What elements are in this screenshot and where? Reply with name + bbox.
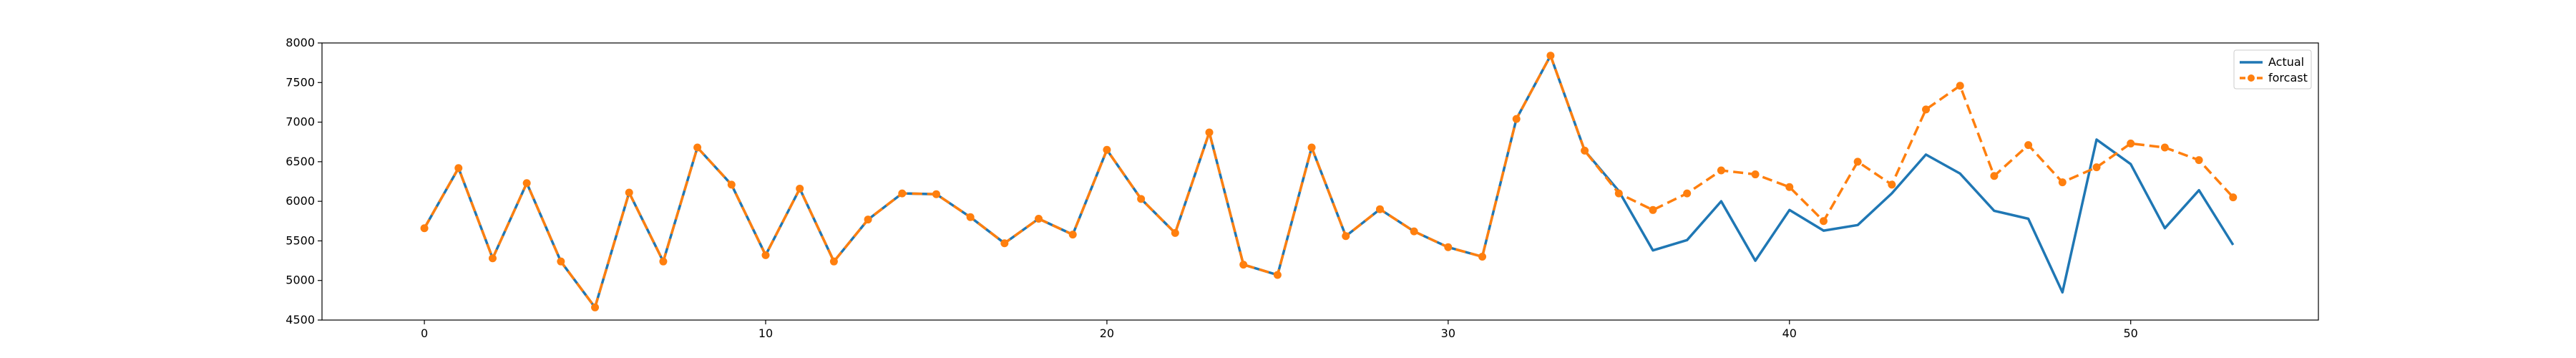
data-point	[1137, 195, 1146, 203]
data-point	[2058, 178, 2067, 187]
data-point	[1410, 227, 1418, 236]
y-tick-label: 7000	[286, 115, 315, 129]
data-point	[591, 303, 600, 311]
data-point	[1853, 158, 1862, 166]
y-tick-label: 4500	[286, 313, 315, 326]
data-point	[1683, 189, 1692, 198]
y-tick-label: 6500	[286, 155, 315, 168]
legend-label-actual: Actual	[2268, 55, 2304, 69]
x-axis: 0 10 20 30 40 50	[421, 320, 2138, 340]
x-tick-label: 50	[2124, 326, 2138, 340]
data-point	[727, 180, 736, 189]
data-point	[1922, 105, 1931, 114]
data-point	[1990, 172, 1999, 180]
data-point	[1888, 180, 1896, 189]
legend-marker-forcast	[2248, 74, 2255, 82]
data-point	[1000, 239, 1009, 248]
x-tick-label: 0	[421, 326, 428, 340]
series-forcast	[420, 52, 2238, 311]
data-point	[1171, 228, 1179, 237]
data-point	[454, 164, 463, 173]
data-point	[1785, 183, 1794, 191]
data-point	[1273, 271, 1282, 279]
data-point	[1375, 205, 1384, 213]
data-point	[2092, 163, 2101, 172]
data-point	[966, 213, 975, 221]
data-point	[2195, 156, 2203, 165]
data-point	[898, 189, 907, 198]
series-line-forcast	[423, 54, 2235, 309]
data-point	[420, 224, 429, 233]
data-point	[659, 257, 668, 266]
data-point	[625, 188, 633, 197]
data-point	[1819, 217, 1828, 226]
x-tick-label: 10	[758, 326, 773, 340]
data-point	[693, 143, 702, 152]
data-point	[1205, 128, 1214, 137]
data-point	[1614, 189, 1623, 198]
data-point	[1478, 253, 1487, 261]
y-tick-label: 7500	[286, 75, 315, 89]
x-tick-label: 40	[1782, 326, 1797, 340]
data-point	[1444, 243, 1453, 251]
y-tick-label: 6000	[286, 194, 315, 208]
data-point	[1307, 143, 1316, 152]
plot-frame	[321, 42, 2319, 321]
x-tick-label: 30	[1441, 326, 1455, 340]
y-tick-label: 8000	[286, 36, 315, 49]
data-point	[1649, 205, 1657, 214]
y-tick-label: 5500	[286, 233, 315, 247]
data-point	[2160, 143, 2169, 152]
data-point	[1751, 170, 1760, 179]
data-point	[1546, 52, 1555, 60]
data-point	[488, 254, 497, 263]
data-point	[522, 179, 531, 188]
data-point	[1068, 231, 1077, 239]
data-point	[2127, 139, 2135, 147]
data-point	[1239, 261, 1248, 269]
data-point	[932, 190, 940, 198]
x-tick-label: 20	[1100, 326, 1114, 340]
plot-area: 0 10 20 30 40 50 4500 5000 5500 6000 6500 7000 7500…	[286, 36, 2319, 340]
data-point	[2024, 141, 2033, 150]
data-point	[2229, 193, 2238, 202]
data-point	[829, 257, 838, 266]
y-tick-label: 5000	[286, 274, 315, 287]
y-axis: 4500 5000 5500 6000 6500 7000 7500 8000	[286, 36, 322, 326]
data-point	[864, 216, 872, 224]
data-point	[1342, 232, 1350, 241]
data-point	[1581, 146, 1589, 155]
legend-label-forcast: forcast	[2268, 71, 2308, 84]
data-point	[1956, 82, 1964, 90]
data-point	[1512, 115, 1521, 123]
data-point	[557, 257, 565, 266]
data-point	[796, 184, 804, 193]
data-point	[1103, 145, 1111, 154]
legend: Actual forcast	[2233, 49, 2312, 90]
data-point	[1035, 214, 1043, 223]
data-point	[1717, 166, 1725, 175]
data-point	[761, 251, 770, 259]
series-layer	[420, 52, 2238, 311]
